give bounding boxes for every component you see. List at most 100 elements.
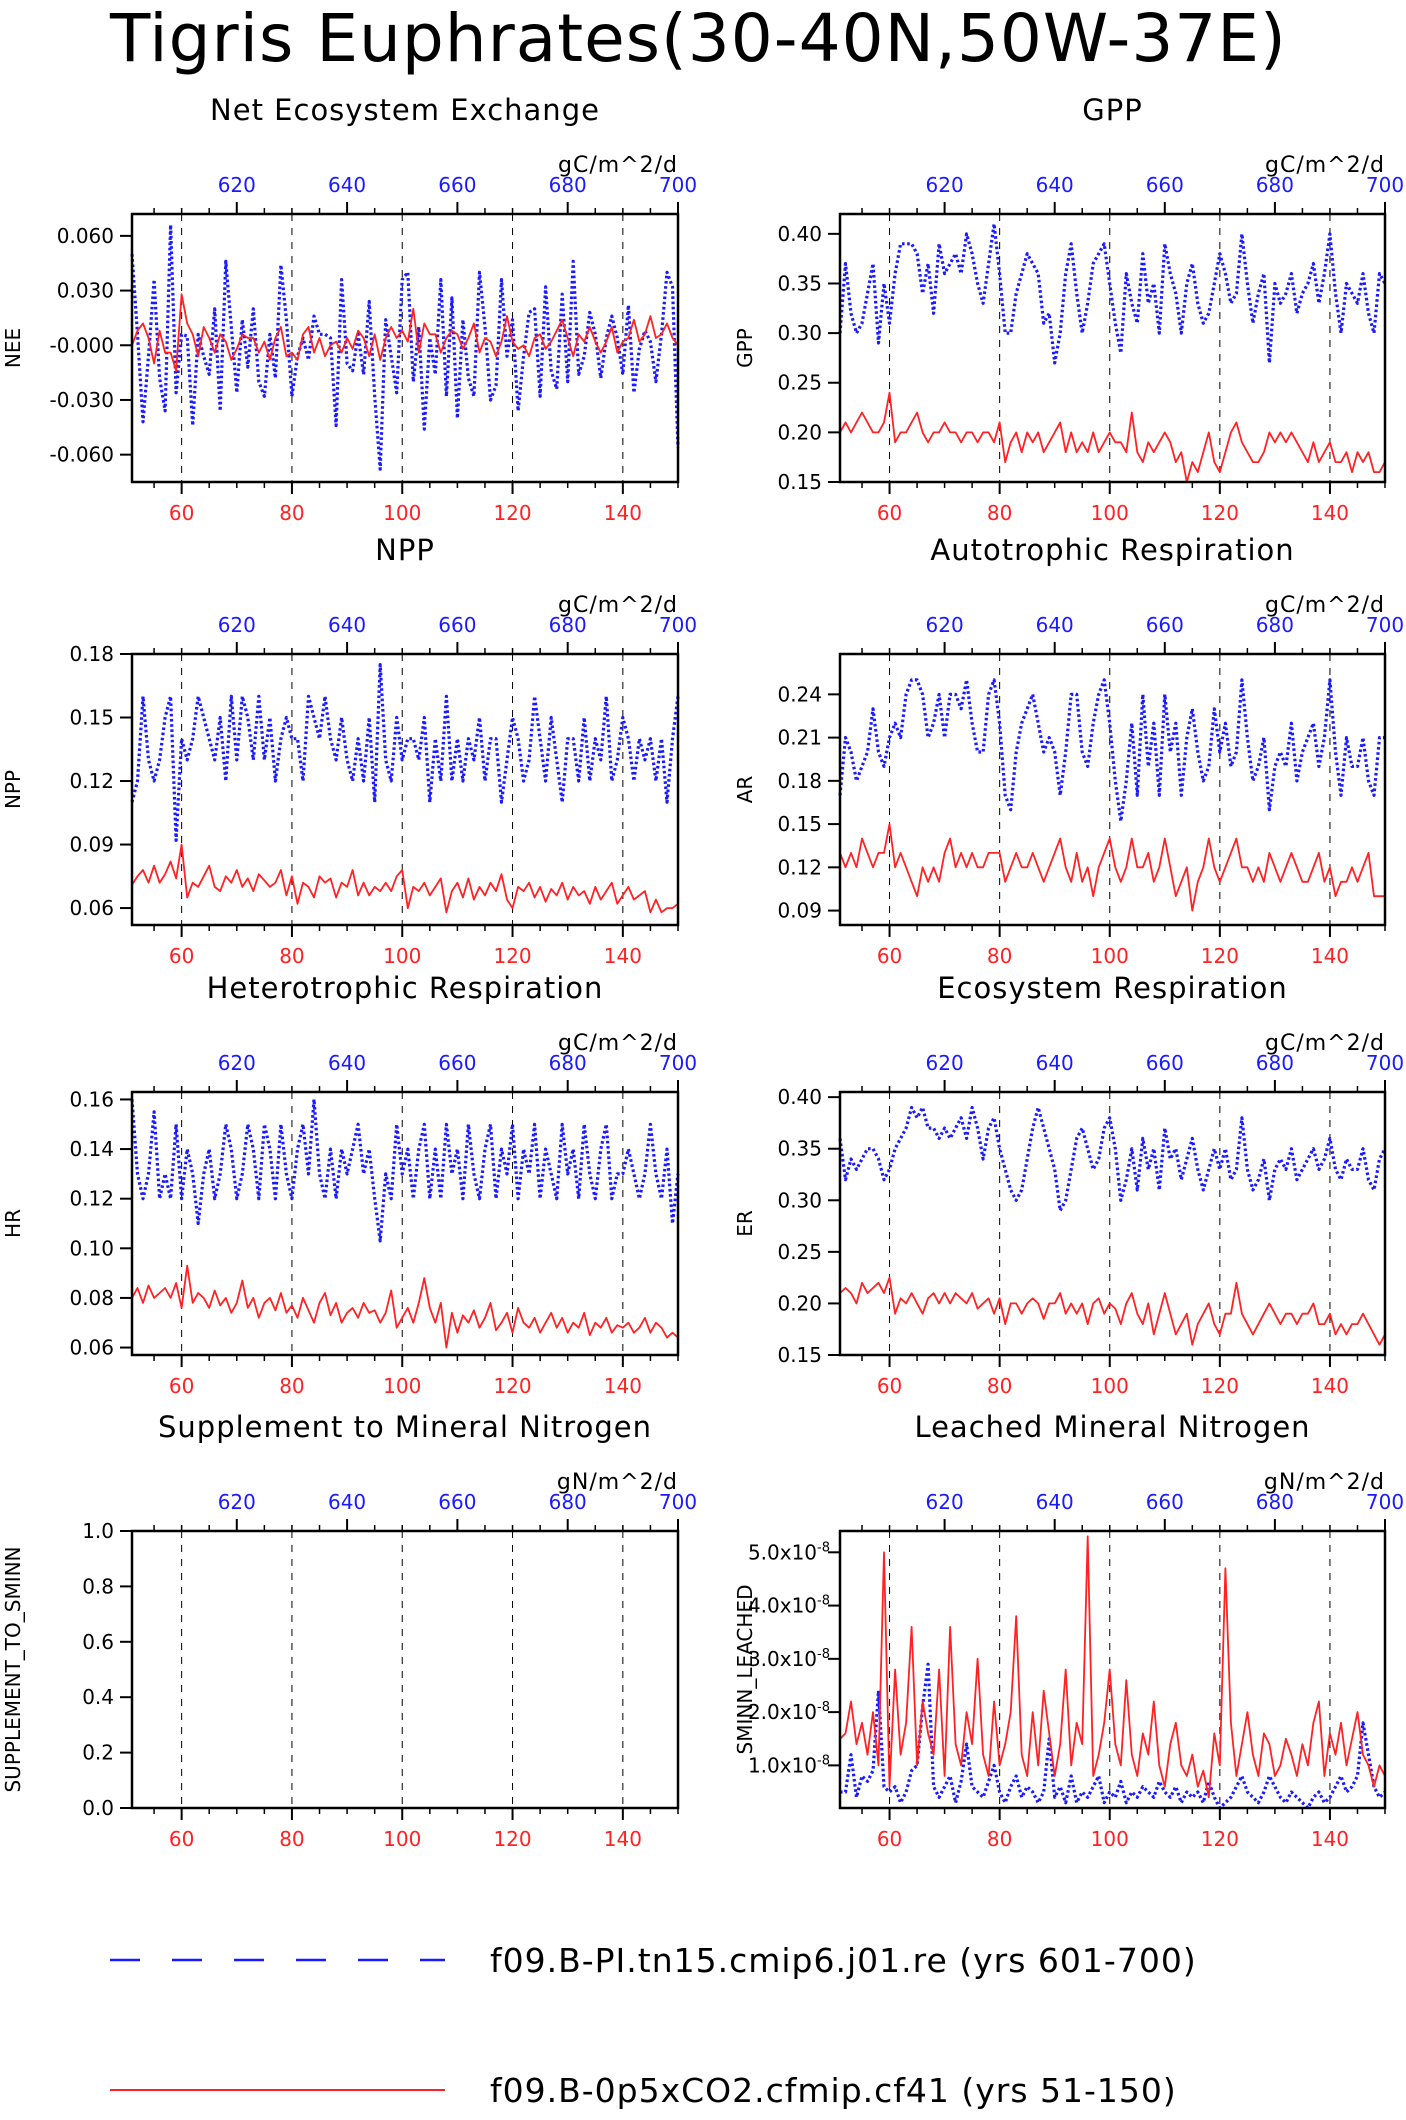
chart-panel-7: Supplement to Mineral Nitrogen gN/m^2/d 60… [1, 1410, 697, 1851]
y-tick-label: 0.20 [777, 1291, 822, 1315]
x-top-tick-label: 640 [1036, 1051, 1074, 1075]
x-top-tick-label: 680 [549, 173, 587, 197]
series-line-experiment [131, 843, 679, 914]
x-top-tick-label: 620 [218, 1051, 256, 1075]
x-top-tick-label: 700 [1366, 1051, 1404, 1075]
y-tick-label: 0.24 [777, 682, 822, 706]
units-label: gC/m^2/d [558, 153, 678, 178]
y-tick-label: 0.20 [777, 420, 822, 444]
panel-title: Autotrophic Respiration [930, 533, 1294, 567]
legend-item-2: f09.B-0p5xCO2.cfmip.cf41 (yrs 51-150) [110, 2071, 1177, 2110]
plot-frame [130, 1090, 680, 1357]
y-tick-label: 0.030 [57, 279, 114, 303]
units-label: gN/m^2/d [557, 1470, 678, 1495]
series-line-control [130, 1097, 680, 1243]
series-line-control [838, 1105, 1387, 1213]
x-top-tick-label: 640 [1036, 173, 1074, 197]
x-tick-label: 80 [279, 1374, 304, 1398]
x-top-tick-label: 680 [1256, 1051, 1294, 1075]
x-top-tick-label: 660 [438, 1051, 476, 1075]
x-tick-label: 80 [279, 944, 304, 968]
x-top-tick-label: 620 [218, 1490, 256, 1514]
y-axis-label: HR [1, 1209, 25, 1238]
panel-title: Leached Mineral Nitrogen [914, 1410, 1310, 1444]
y-tick-label: 0.18 [69, 642, 114, 666]
y-tick-label: 3.0x10-8 [748, 1647, 830, 1671]
x-tick-label: 140 [1311, 501, 1349, 525]
x-top-tick-label: 680 [549, 1051, 587, 1075]
x-top-tick-label: 700 [659, 613, 697, 637]
y-tick-label: 5.0x10-8 [748, 1540, 830, 1564]
x-tick-label: 120 [1201, 1827, 1239, 1851]
x-tick-label: 60 [169, 1827, 194, 1851]
y-tick-label: 0.21 [777, 726, 822, 750]
y-tick-label: 0.10 [69, 1236, 114, 1260]
y-tick-label: 0.06 [69, 1336, 114, 1360]
x-top-tick-label: 660 [1146, 173, 1184, 197]
x-tick-label: 80 [987, 501, 1012, 525]
x-top-tick-label: 640 [328, 1051, 366, 1075]
x-top-tick-label: 680 [1256, 613, 1294, 637]
series-line-experiment [839, 823, 1385, 912]
panel-title: NPP [375, 533, 435, 567]
legend-label: f09.B-0p5xCO2.cfmip.cf41 (yrs 51-150) [490, 2071, 1177, 2110]
y-tick-label: 0.15 [777, 470, 822, 494]
x-top-tick-label: 660 [438, 1490, 476, 1514]
y-tick-label: 0.12 [777, 855, 822, 879]
x-top-tick-label: 620 [218, 613, 256, 637]
y-axis-label: SUPPLEMENT_TO_SMINN [1, 1546, 25, 1792]
figure-title: Tigris Euphrates(30-40N,50W-37E) [110, 0, 1287, 77]
plot-frame [130, 212, 680, 484]
x-tick-label: 140 [1311, 1827, 1349, 1851]
units-label: gC/m^2/d [558, 1031, 678, 1056]
chart-panel-4: Autotrophic Respiration gC/m^2/d 60 80 100 12… [733, 533, 1404, 968]
series-line-control [838, 678, 1385, 823]
plot-frame [130, 1529, 680, 1810]
series-line-control [838, 222, 1387, 365]
x-tick-label: 100 [383, 944, 421, 968]
x-tick-label: 140 [1311, 1374, 1349, 1398]
y-tick-label: 0.30 [777, 321, 822, 345]
x-top-tick-label: 700 [1366, 1490, 1404, 1514]
x-tick-label: 140 [604, 1827, 642, 1851]
y-tick-label: 0.30 [777, 1188, 822, 1212]
x-top-tick-label: 640 [1036, 1490, 1074, 1514]
legend-item-1: f09.B-PI.tn15.cmip6.j01.re (yrs 601-700) [110, 1941, 1197, 1980]
x-tick-label: 60 [169, 944, 194, 968]
y-tick-label: 0.35 [777, 1137, 822, 1161]
x-top-tick-label: 680 [1256, 173, 1294, 197]
y-tick-label: 4.0x10-8 [748, 1594, 830, 1618]
plot-frame [838, 1090, 1387, 1357]
x-tick-label: 60 [877, 1827, 902, 1851]
y-axis-label: SMINN_LEACHED [733, 1585, 757, 1755]
y-tick-label: 0.15 [69, 706, 114, 730]
x-tick-label: 120 [493, 944, 531, 968]
panel-title: GPP [1082, 93, 1142, 127]
x-tick-label: 80 [987, 1374, 1012, 1398]
x-tick-label: 120 [493, 1827, 531, 1851]
x-tick-label: 80 [279, 1827, 304, 1851]
legend-label: f09.B-PI.tn15.cmip6.j01.re (yrs 601-700) [490, 1941, 1197, 1980]
panel-title: Ecosystem Respiration [937, 971, 1288, 1005]
x-tick-label: 120 [1201, 501, 1239, 525]
x-tick-label: 80 [987, 944, 1012, 968]
y-tick-label: 0.6 [82, 1630, 114, 1654]
y-tick-label: 0.12 [69, 1187, 114, 1211]
x-top-tick-label: 660 [1146, 1051, 1184, 1075]
y-axis-label: GPP [733, 328, 757, 368]
plot-frame [838, 212, 1387, 484]
y-tick-label: 0.0 [82, 1796, 114, 1820]
x-tick-label: 60 [169, 501, 194, 525]
x-top-tick-label: 700 [659, 1051, 697, 1075]
y-tick-label: 0.4 [82, 1685, 114, 1709]
x-tick-label: 140 [604, 944, 642, 968]
y-tick-label: 0.08 [69, 1286, 114, 1310]
y-tick-label: 2.0x10-8 [748, 1700, 830, 1724]
x-top-tick-label: 680 [549, 613, 587, 637]
x-top-tick-label: 660 [1146, 1490, 1184, 1514]
x-tick-label: 120 [1201, 1374, 1239, 1398]
x-tick-label: 120 [1201, 944, 1239, 968]
y-tick-label: 0.40 [777, 1085, 822, 1109]
series-line-experiment [839, 1276, 1386, 1346]
